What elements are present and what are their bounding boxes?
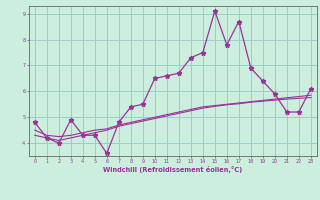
X-axis label: Windchill (Refroidissement éolien,°C): Windchill (Refroidissement éolien,°C) [103,166,243,173]
